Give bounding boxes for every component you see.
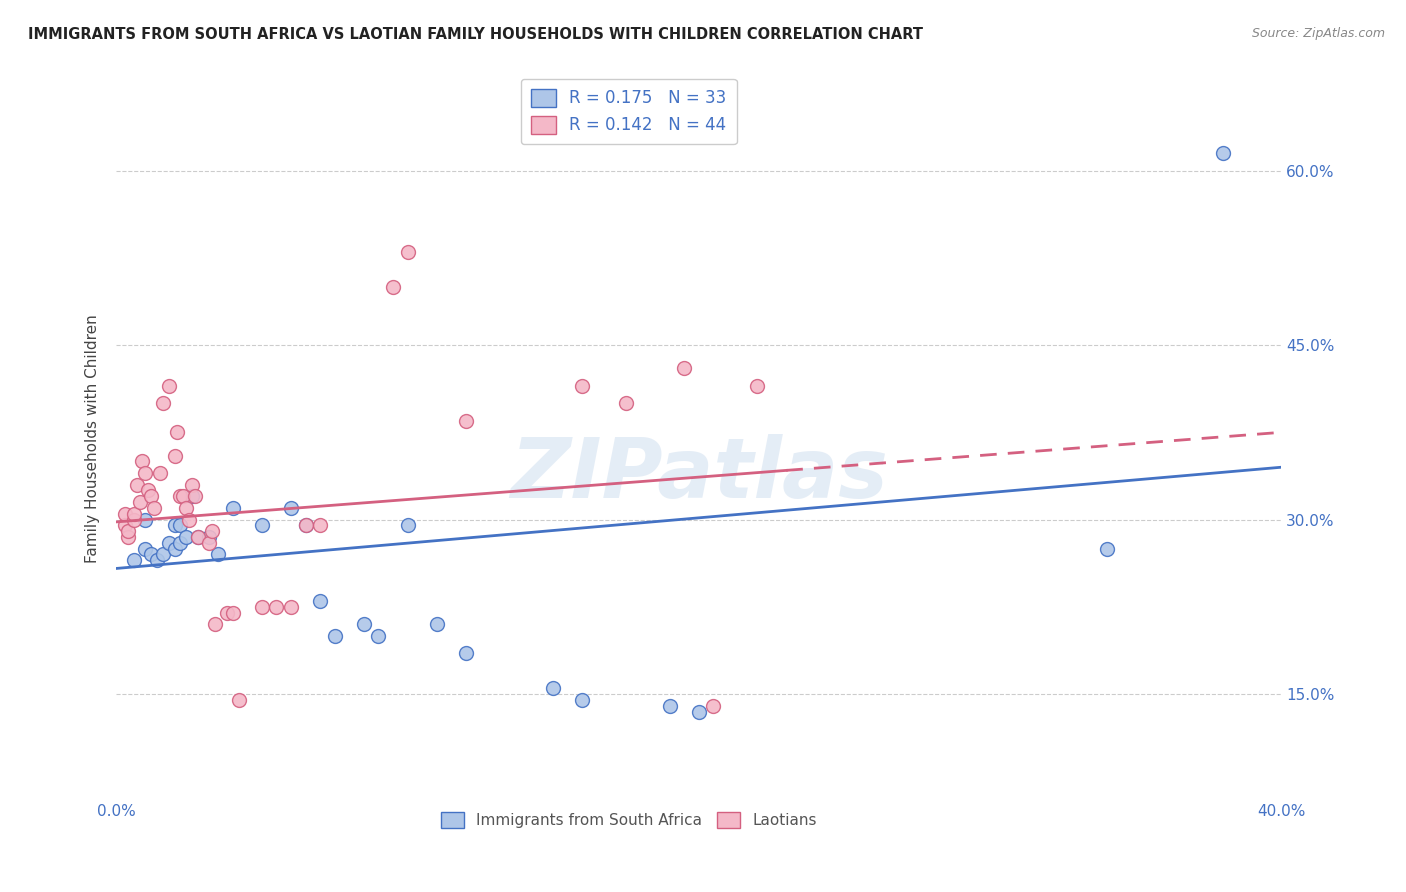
Point	[187, 530, 209, 544]
Point	[169, 536, 191, 550]
Point	[181, 489, 204, 503]
Point	[215, 606, 238, 620]
Point	[122, 507, 145, 521]
Point	[204, 617, 226, 632]
Point	[184, 489, 207, 503]
Point	[157, 378, 180, 392]
Point	[157, 536, 180, 550]
Point	[396, 518, 419, 533]
Point	[152, 396, 174, 410]
Point	[149, 466, 172, 480]
Point	[163, 518, 186, 533]
Point	[125, 477, 148, 491]
Y-axis label: Family Households with Children: Family Households with Children	[86, 314, 100, 563]
Point	[163, 541, 186, 556]
Point	[172, 489, 194, 503]
Point	[454, 414, 477, 428]
Text: Source: ZipAtlas.com: Source: ZipAtlas.com	[1251, 27, 1385, 40]
Point	[174, 530, 197, 544]
Point	[614, 396, 637, 410]
Point	[309, 518, 332, 533]
Point	[198, 536, 221, 550]
Point	[198, 530, 221, 544]
Point	[141, 548, 163, 562]
Point	[166, 425, 188, 440]
Point	[280, 599, 302, 614]
Point	[280, 500, 302, 515]
Point	[382, 280, 405, 294]
Point	[114, 507, 136, 521]
Point	[323, 629, 346, 643]
Point	[169, 518, 191, 533]
Point	[163, 449, 186, 463]
Point	[134, 541, 156, 556]
Point	[128, 495, 150, 509]
Point	[207, 548, 229, 562]
Point	[250, 518, 273, 533]
Point	[122, 512, 145, 526]
Point	[673, 361, 696, 376]
Point	[426, 617, 449, 632]
Point	[117, 524, 139, 539]
Point	[143, 500, 166, 515]
Point	[114, 518, 136, 533]
Point	[136, 483, 159, 498]
Point	[294, 518, 316, 533]
Point	[152, 548, 174, 562]
Point	[266, 599, 288, 614]
Point	[454, 646, 477, 660]
Point	[396, 244, 419, 259]
Point	[222, 500, 245, 515]
Legend: Immigrants from South Africa, Laotians: Immigrants from South Africa, Laotians	[434, 805, 823, 835]
Point	[541, 681, 564, 696]
Point	[353, 617, 375, 632]
Point	[309, 594, 332, 608]
Point	[141, 489, 163, 503]
Point	[181, 477, 204, 491]
Point	[177, 512, 200, 526]
Point	[117, 530, 139, 544]
Point	[169, 489, 191, 503]
Point	[702, 698, 724, 713]
Point	[294, 518, 316, 533]
Point	[571, 693, 593, 707]
Point	[1095, 541, 1118, 556]
Point	[134, 466, 156, 480]
Point	[571, 378, 593, 392]
Point	[250, 599, 273, 614]
Point	[174, 500, 197, 515]
Point	[228, 693, 250, 707]
Point	[187, 530, 209, 544]
Text: IMMIGRANTS FROM SOUTH AFRICA VS LAOTIAN FAMILY HOUSEHOLDS WITH CHILDREN CORRELAT: IMMIGRANTS FROM SOUTH AFRICA VS LAOTIAN …	[28, 27, 924, 42]
Point	[134, 512, 156, 526]
Point	[122, 553, 145, 567]
Point	[146, 553, 169, 567]
Point	[131, 454, 153, 468]
Point	[222, 606, 245, 620]
Text: ZIPatlas: ZIPatlas	[510, 434, 887, 515]
Point	[745, 378, 768, 392]
Point	[367, 629, 389, 643]
Point	[201, 524, 224, 539]
Point	[1212, 146, 1234, 161]
Point	[688, 705, 710, 719]
Point	[658, 698, 681, 713]
